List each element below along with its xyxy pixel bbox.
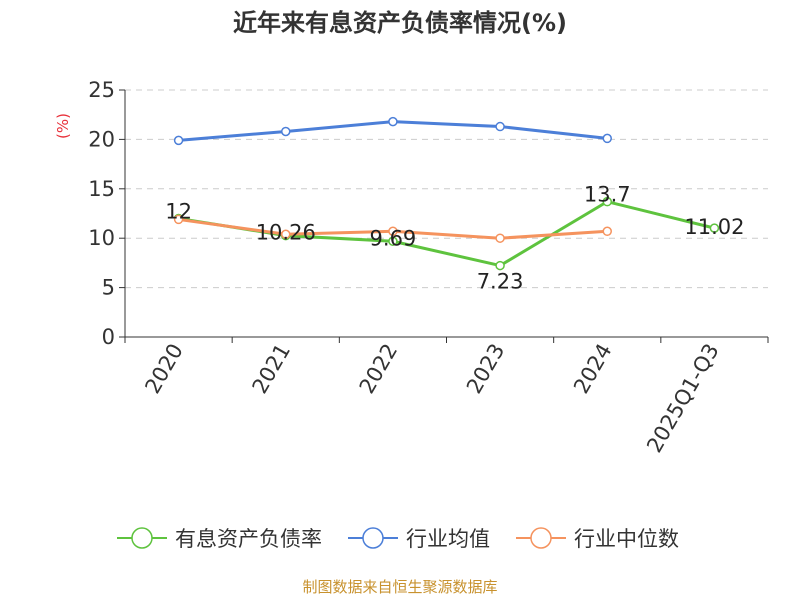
- x-tick-label-2025Q1-Q3: 2025Q1-Q3: [642, 340, 724, 457]
- y-tick-label-15: 15: [88, 177, 115, 201]
- data-point-s1-1: [281, 126, 291, 137]
- y-tick-label-5: 5: [102, 276, 115, 300]
- data-point-s1-3: [495, 121, 505, 132]
- data-labels: 12 10.26 9.69 7.23 13.7 11.02: [165, 183, 744, 294]
- legend-marker-1: [362, 527, 384, 549]
- data-point-s2-1: [281, 229, 291, 239]
- data-label-4: 13.7: [584, 183, 631, 207]
- data-point-s1-4: [602, 133, 612, 144]
- data-point-s2-0: [173, 214, 184, 225]
- axes: [119, 89, 769, 343]
- legend-label-1: 行业均值: [406, 527, 490, 551]
- series-group: [173, 116, 720, 271]
- data-point-s2-2: [388, 226, 398, 237]
- y-tick-label-0: 0: [102, 325, 115, 349]
- data-point-s1-0: [173, 135, 184, 146]
- data-label-0: 12: [165, 199, 192, 223]
- data-point-s0-2: [388, 236, 398, 247]
- y-tick-labels: 0 5 10 15 20 25: [88, 78, 115, 349]
- x-tick-labels: 2020 2021 2022 2023 2024 2025Q1-Q3: [140, 340, 723, 457]
- data-point-s2-4: [602, 226, 612, 237]
- data-point-s0-4: [602, 196, 612, 207]
- legend-label-0: 有息资产负债率: [175, 527, 322, 551]
- data-point-s0-3: [495, 260, 505, 271]
- y-tick-label-10: 10: [88, 226, 115, 250]
- x-tick-label-2020: 2020: [140, 340, 188, 398]
- data-point-s0-5: [709, 223, 720, 233]
- grid-lines: [125, 89, 768, 289]
- source-note: 制图数据来自恒生聚源数据库: [302, 578, 497, 596]
- chart-title: 近年来有息资产负债率情况(%): [233, 9, 567, 37]
- data-point-s2-3: [495, 233, 505, 243]
- legend-label-2: 行业中位数: [574, 527, 679, 551]
- y-tick-label-25: 25: [88, 78, 115, 102]
- x-tick-label-2021: 2021: [248, 340, 296, 398]
- x-tick-label-2023: 2023: [462, 340, 510, 398]
- data-label-2: 9.69: [370, 226, 417, 250]
- y-axis-label: (%): [54, 113, 72, 139]
- x-tick-label-2022: 2022: [355, 340, 403, 398]
- legend: 有息资产负债率 行业均值 行业中位数: [117, 527, 679, 551]
- data-label-5: 11.02: [684, 215, 744, 239]
- data-point-s1-2: [388, 116, 398, 127]
- legend-marker-0: [131, 527, 153, 549]
- data-label-3: 7.23: [477, 270, 524, 294]
- x-tick-label-2024: 2024: [569, 340, 617, 398]
- legend-marker-2: [530, 527, 552, 549]
- y-tick-label-20: 20: [88, 127, 115, 151]
- data-label-1: 10.26: [256, 221, 316, 245]
